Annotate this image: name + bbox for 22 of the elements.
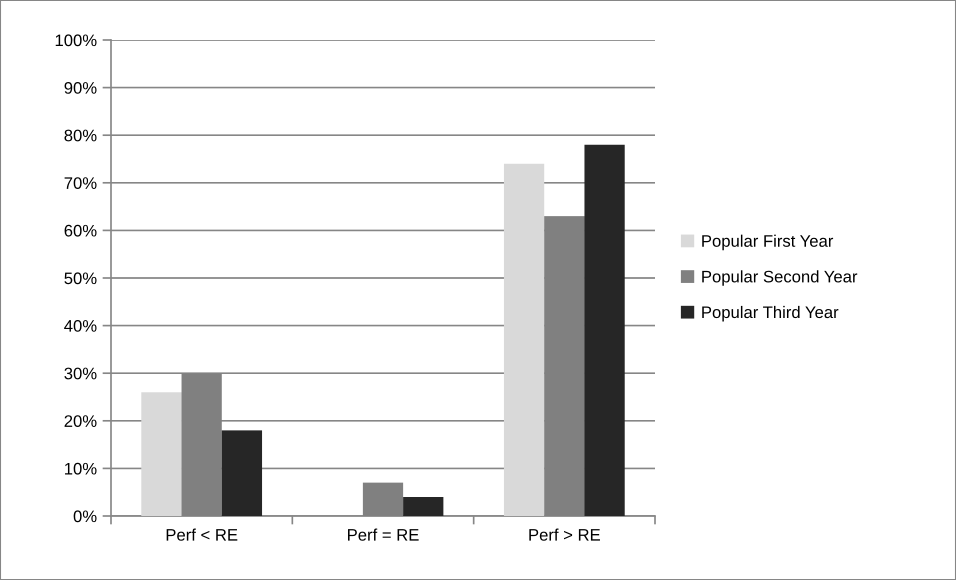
legend-label: Popular First Year (702, 234, 834, 250)
x-tick-label: Perf > RE (529, 528, 600, 541)
y-tick-label: 20% (64, 415, 97, 428)
y-tick-label: 90% (64, 82, 97, 94)
bar (403, 496, 444, 516)
y-tick-label: 70% (64, 177, 97, 190)
y-tick-label: 100% (56, 34, 97, 46)
legend-label: Popular Second Year (702, 270, 858, 286)
bar (584, 144, 625, 516)
y-tick-label: 60% (64, 224, 97, 237)
bar (504, 164, 544, 516)
y-tick-label: 30% (64, 368, 97, 380)
y-tick-label: 40% (64, 320, 97, 332)
y-tick-label: 0% (74, 510, 97, 522)
x-tick-label: Perf < RE (166, 528, 238, 541)
bar (141, 392, 182, 516)
y-tick-label: 50% (64, 272, 97, 284)
x-tick-label: Perf = RE (348, 528, 419, 541)
y-tick-label: 10% (65, 462, 97, 475)
y-tick-label: 80% (64, 130, 97, 142)
legend-label: Popular Third Year (702, 306, 838, 322)
bar (222, 430, 262, 516)
